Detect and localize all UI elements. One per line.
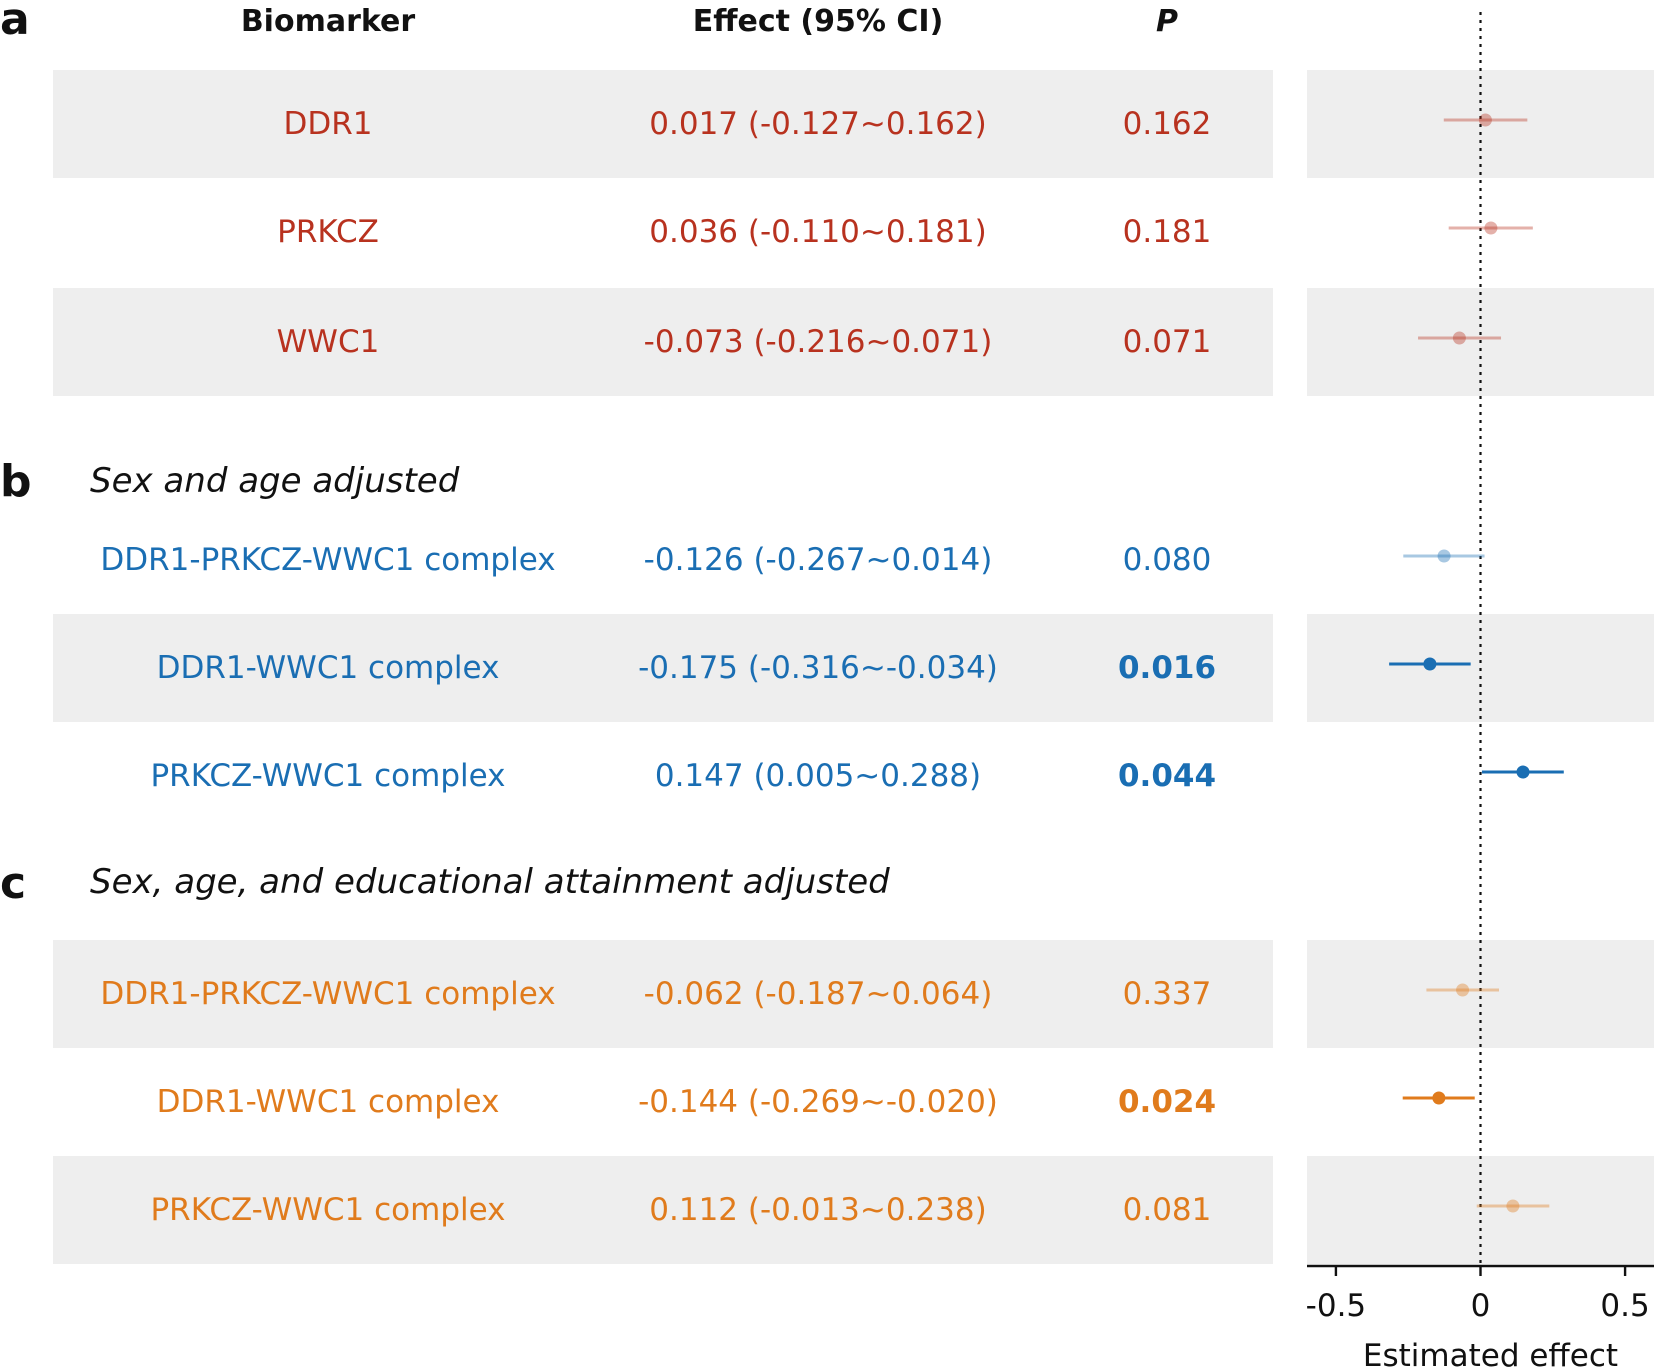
table-row: PRKCZ-WWC1 complex 0.147 (0.005~0.288) 0.0… <box>0 722 1654 830</box>
x-tick-label: 0.5 <box>1600 1288 1649 1324</box>
effect-ci-text: 0.017 (-0.127~0.162) <box>649 106 987 142</box>
panel-letter-a: a <box>0 0 30 45</box>
biomarker-label: DDR1-PRKCZ-WWC1 complex <box>100 976 556 1012</box>
p-value-text: 0.016 <box>1117 650 1217 686</box>
p-value-text: 0.080 <box>1122 542 1212 578</box>
point-estimate <box>1478 113 1492 127</box>
biomarker-label: PRKCZ <box>277 214 379 250</box>
row-shade <box>53 70 1273 178</box>
table-row: DDR1 0.017 (-0.127~0.162) 0.162 <box>0 70 1654 178</box>
point-estimate <box>1423 657 1437 671</box>
x-axis-label: Estimated effect <box>1363 1338 1618 1370</box>
biomarker-label: DDR1-WWC1 complex <box>156 650 500 686</box>
panel-b-title: Sex and age adjusted <box>90 461 460 501</box>
biomarker-label: DDR1 <box>283 106 373 142</box>
table-row: PRKCZ 0.036 (-0.110~0.181) 0.181 <box>0 178 1654 286</box>
header-p: P <box>1156 4 1178 39</box>
point-estimate <box>1456 983 1470 997</box>
table-row: WWC1 -0.073 (-0.216~0.071) 0.071 <box>0 288 1654 396</box>
point-estimate <box>1452 331 1466 345</box>
biomarker-label: DDR1-WWC1 complex <box>156 1084 500 1120</box>
table-row: DDR1-PRKCZ-WWC1 complex -0.062 (-0.187~0.… <box>0 940 1654 1048</box>
header-effect: Effect (95% CI) <box>692 4 944 39</box>
row-shade <box>53 614 1273 722</box>
panel-letter-b: b <box>0 456 32 507</box>
point-estimate <box>1484 221 1498 235</box>
biomarker-label: PRKCZ-WWC1 complex <box>150 758 506 794</box>
table-row: DDR1-PRKCZ-WWC1 complex -0.126 (-0.267~0.… <box>0 506 1654 614</box>
table-row: DDR1-WWC1 complex -0.175 (-0.316~-0.034) 0… <box>0 614 1654 722</box>
effect-ci-text: 0.036 (-0.110~0.181) <box>649 214 987 250</box>
table-row: DDR1-WWC1 complex -0.144 (-0.269~-0.020) 0… <box>0 1048 1654 1156</box>
effect-ci-text: -0.062 (-0.187~0.064) <box>643 976 993 1012</box>
point-estimate <box>1437 549 1451 563</box>
biomarker-label: DDR1-PRKCZ-WWC1 complex <box>100 542 556 578</box>
effect-ci-text: 0.147 (0.005~0.288) <box>654 758 982 794</box>
p-value-text: 0.337 <box>1122 976 1212 1012</box>
p-value-text: 0.024 <box>1117 1084 1217 1120</box>
panel-c-title: Sex, age, and educational attainment adj… <box>90 862 890 902</box>
panel-letter-c: c <box>0 858 27 909</box>
effect-ci-text: -0.126 (-0.267~0.014) <box>643 542 993 578</box>
p-value-text: 0.181 <box>1122 214 1212 250</box>
p-value-text: 0.162 <box>1122 106 1212 142</box>
biomarker-label: WWC1 <box>276 324 380 360</box>
x-tick-label: -0.5 <box>1306 1288 1367 1324</box>
row-shade <box>53 1156 1273 1264</box>
effect-ci-text: -0.073 (-0.216~0.071) <box>643 324 993 360</box>
p-value-text: 0.081 <box>1122 1192 1212 1228</box>
point-estimate <box>1516 765 1530 779</box>
point-estimate <box>1432 1091 1446 1105</box>
row-shade <box>53 940 1273 1048</box>
p-value-text: 0.044 <box>1117 758 1217 794</box>
row-shade <box>53 288 1273 396</box>
effect-ci-text: 0.112 (-0.013~0.238) <box>649 1192 987 1228</box>
biomarker-label: PRKCZ-WWC1 complex <box>150 1192 506 1228</box>
p-value-text: 0.071 <box>1122 324 1212 360</box>
effect-ci-text: -0.144 (-0.269~-0.020) <box>638 1084 998 1120</box>
point-estimate <box>1506 1199 1520 1213</box>
header-biomarker: Biomarker <box>240 4 416 39</box>
effect-ci-text: -0.175 (-0.316~-0.034) <box>638 650 998 686</box>
x-tick-label: 0 <box>1471 1288 1491 1324</box>
